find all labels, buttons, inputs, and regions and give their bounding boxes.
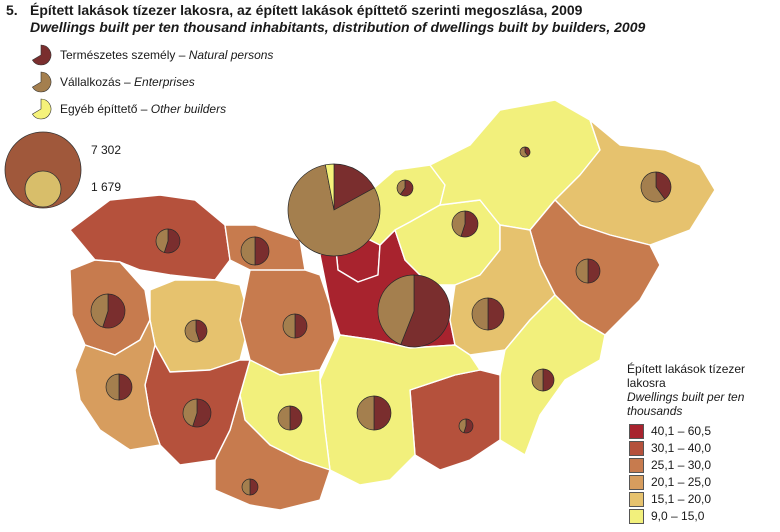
natural-persons-slice	[655, 171, 672, 200]
county-pie	[640, 171, 672, 203]
legend-class-label: 15,1 – 20,0	[651, 492, 712, 506]
county-pie	[458, 418, 474, 434]
county-pie	[277, 405, 303, 431]
legend-class-label: 30,1 – 40,0	[651, 441, 712, 455]
legend-class-label: 40,1 – 60,5	[651, 424, 712, 438]
natural-persons-slice	[487, 297, 505, 331]
enterprises-slice	[240, 236, 256, 266]
enterprises-slice	[377, 274, 415, 345]
circle-size-legend: 7 302 1 679	[0, 128, 160, 218]
county-pie	[241, 478, 259, 496]
legend-class-label: 9,0 – 15,0	[651, 509, 705, 523]
county-pie	[356, 395, 392, 431]
enterprises-slice	[640, 171, 666, 203]
natural-persons-slice	[333, 163, 375, 211]
natural-persons-slice	[249, 478, 259, 496]
enterprises-slice	[356, 395, 375, 431]
enterprises-slice	[282, 313, 296, 339]
enterprises-slice	[471, 297, 489, 331]
choropleth-legend: Épített lakások tízezer lakosra Dwelling…	[627, 362, 777, 524]
county-pie	[240, 236, 270, 266]
legend-title-en: Dwellings built per ten thousands	[627, 390, 745, 418]
enterprises-slice	[105, 373, 120, 401]
map-title-block: 5. Épített lakások tízezer lakosra, az ép…	[6, 2, 776, 36]
natural-persons-slice	[587, 258, 601, 284]
county-pie	[155, 228, 181, 254]
legend-class-swatch	[629, 458, 644, 473]
size-legend-small-value: 1 679	[91, 180, 122, 194]
county-pie	[575, 258, 601, 284]
county-pie	[287, 163, 381, 257]
legend-other-en: Other builders	[150, 102, 227, 116]
enterprises-slice	[277, 405, 291, 431]
legend-class-swatch	[629, 509, 644, 524]
natural-persons-slice	[400, 274, 451, 348]
natural-persons-slice	[399, 179, 414, 197]
natural-persons-slice	[254, 236, 270, 266]
other-builders-swatch-icon	[31, 98, 52, 120]
legend-class-row: 20,1 – 25,0	[627, 473, 777, 490]
county-pie	[396, 179, 414, 197]
legend-class-label: 20,1 – 25,0	[651, 475, 712, 489]
enterprises-slice	[458, 418, 467, 434]
county-pie	[90, 293, 126, 329]
other-builders-slice	[324, 163, 335, 211]
map-title-hu: 5. Épített lakások tízezer lakosra, az ép…	[6, 2, 776, 19]
county-pie	[105, 373, 133, 401]
enterprises-slice	[451, 210, 466, 237]
county-pie	[471, 297, 505, 331]
county-pie	[519, 146, 531, 158]
legend-enterprises-en: Enterprises	[134, 75, 195, 89]
legend-natural-en: Natural persons	[188, 48, 274, 62]
legend-class-row: 25,1 – 30,0	[627, 456, 777, 473]
map-title-hu-text: Épített lakások tízezer lakosra, az épít…	[30, 2, 583, 18]
county-pie	[531, 368, 555, 392]
legend-title-hu: Épített lakások tízezer lakosra	[627, 362, 746, 390]
legend-class-row: 30,1 – 40,0	[627, 439, 777, 456]
size-legend-large-value: 7 302	[91, 143, 122, 157]
legend-natural-hu: Természetes személy –	[60, 48, 189, 62]
enterprises-slice	[396, 179, 406, 195]
enterprises-slice	[241, 478, 251, 496]
legend-class-row: 9,0 – 15,0	[627, 507, 777, 524]
enterprises-slice	[182, 398, 198, 427]
natural-persons-slice	[195, 319, 208, 342]
county-pies	[90, 146, 672, 496]
enterprises-slice	[531, 368, 544, 392]
county-pie	[451, 210, 479, 238]
enterprises-slice	[575, 258, 589, 284]
legend-other-hu: Egyéb építtető –	[60, 102, 151, 116]
enterprises-slice	[184, 319, 200, 343]
legend-class-swatch	[629, 475, 644, 490]
county-pie	[377, 274, 451, 348]
map-number: 5.	[6, 2, 18, 18]
natural-persons-slice	[294, 313, 308, 339]
county-pie	[184, 319, 208, 343]
natural-persons-slice	[289, 405, 303, 431]
enterprises-slice	[155, 228, 169, 253]
map-title-en: Dwellings built per ten thousand inhabit…	[30, 19, 646, 35]
legend-class-swatch	[629, 424, 644, 439]
enterprises-slice	[287, 164, 381, 257]
enterprises-swatch-icon	[31, 71, 52, 93]
enterprises-slice	[519, 146, 529, 158]
enterprises-slice	[90, 293, 109, 328]
legend-classes: 40,1 – 60,5 30,1 – 40,0 25,1 – 30,0 20,1 – …	[627, 422, 777, 524]
natural-persons-swatch-icon	[31, 44, 52, 66]
county-pie	[182, 398, 212, 428]
legend-class-label: 25,1 – 30,0	[651, 458, 712, 472]
natural-persons-slice	[542, 368, 555, 392]
legend-enterprises-hu: Vállalkozás –	[60, 75, 135, 89]
size-circles-icon	[4, 131, 82, 209]
county-pie	[282, 313, 308, 339]
natural-persons-slice	[118, 373, 133, 401]
legend-class-swatch	[629, 441, 644, 456]
legend-class-swatch	[629, 492, 644, 507]
legend-class-row: 40,1 – 60,5	[627, 422, 777, 439]
county-regions	[69, 99, 716, 511]
legend-class-row: 15,1 – 20,0	[627, 490, 777, 507]
natural-persons-slice	[373, 395, 392, 431]
